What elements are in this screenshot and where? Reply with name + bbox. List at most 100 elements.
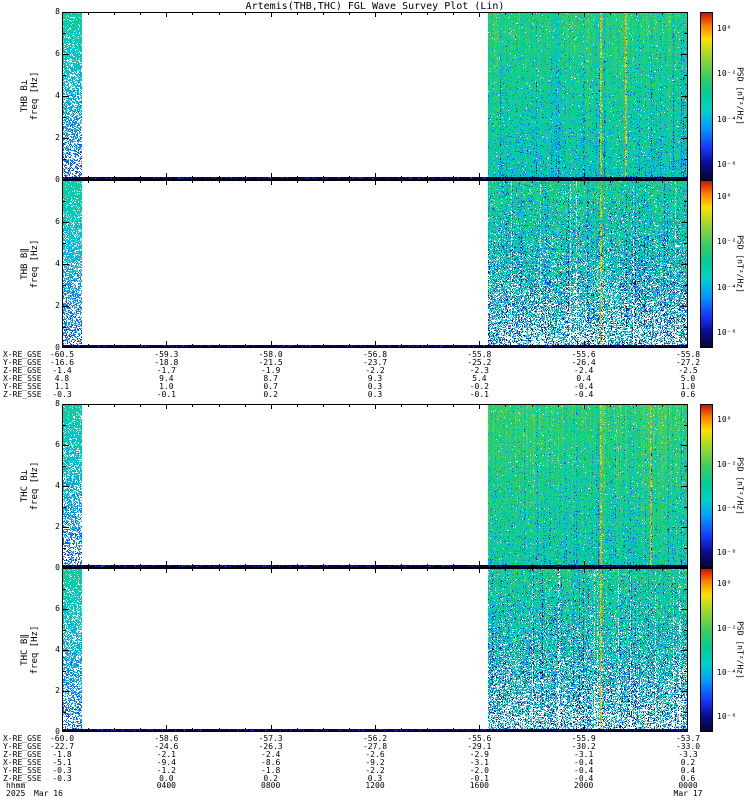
panel4-colorbar-tick-label: 10⁻²: [717, 623, 737, 633]
position-row-label: Z-RE_GSE: [3, 750, 42, 759]
panel2-ylabel-line1: THB B∥: [20, 248, 30, 280]
position-row-label: Y-RE_GSE: [3, 358, 42, 367]
panel1-ytick-label: 0: [55, 175, 60, 184]
position-value: -2.0: [469, 766, 489, 775]
panel1-colorbar-tick-label: 10⁻²: [717, 69, 737, 79]
position-value: -0.3: [52, 774, 72, 783]
time-tick-label: 1600: [469, 781, 489, 790]
position-value: -57.3: [258, 734, 283, 743]
position-value: 0.4: [680, 766, 696, 775]
position-value: -0.4: [574, 382, 594, 391]
panel1-ytick-label: 6: [55, 49, 60, 58]
panel1-spectrogram-canvas: [62, 12, 688, 180]
time-tick-label: 2000: [574, 781, 594, 790]
position-value: -3.1: [574, 750, 594, 759]
panel3-ytick-label: 8: [55, 399, 60, 408]
position-value: -8.6: [261, 758, 281, 767]
panel3-ytick-label: 6: [55, 440, 60, 449]
position-value: -0.4: [574, 774, 594, 783]
start-date-label: Mar 16: [34, 789, 63, 798]
position-row-label: Y-RE_GSE: [3, 742, 42, 751]
position-value: 1.0: [159, 382, 174, 391]
position-value: -29.1: [467, 742, 492, 751]
panel3-colorbar-tick-label: 10⁰: [717, 415, 732, 425]
panel3-ytick-label: 4: [55, 481, 60, 490]
position-value: 8.7: [263, 374, 278, 383]
panel4-colorbar-title: PSD [nT²/Hz]: [735, 621, 745, 679]
position-value: -27.2: [675, 358, 701, 367]
panel4-colorbar-tick-label: 10⁰: [717, 579, 732, 589]
position-value: -0.1: [469, 390, 489, 399]
time-tick-label: 0400: [156, 781, 176, 790]
position-value: -2.2: [365, 366, 385, 375]
panel2-colorbar-tick-label: 10⁻⁶: [717, 327, 737, 337]
position-value: -3.3: [678, 750, 698, 759]
panel4-spectrogram-canvas: [62, 568, 688, 732]
time-tick-label: 0800: [261, 781, 281, 790]
panel1-colorbar-canvas: [700, 12, 713, 180]
panel2-ytick-label: 2: [55, 301, 60, 310]
panel1-ylabel-line1: THB B⊥: [20, 79, 30, 113]
panel3-colorbar-tick-label: 10⁻⁶: [717, 548, 737, 558]
position-value: 0.4: [576, 374, 591, 383]
panel3-colorbar-title: PSD [nT²/Hz]: [735, 457, 745, 515]
position-value: -55.6: [467, 734, 492, 743]
panel2-ytick-label: 4: [55, 259, 60, 268]
position-value: -21.5: [258, 358, 283, 367]
position-value: -1.7: [156, 366, 176, 375]
position-value: -1.2: [156, 766, 176, 775]
position-value: 0.6: [680, 774, 696, 783]
position-row-label: X-RE_SSE: [3, 374, 42, 383]
panel1-colorbar-tick-label: 10⁻⁶: [717, 159, 737, 169]
time-tick-label: 1200: [365, 781, 385, 790]
panel1-colorbar-title: PSD [nT²/Hz]: [735, 67, 745, 125]
panel2-colorbar-canvas: [700, 180, 713, 348]
panel4-ytick-label: 0: [55, 727, 60, 736]
position-value: -0.2: [469, 382, 489, 391]
position-value: -1.4: [52, 366, 72, 375]
position-value: -26.4: [571, 358, 596, 367]
position-value: -33.0: [675, 742, 701, 751]
position-value: -56.8: [362, 350, 388, 359]
panel1-colorbar-tick-label: 10⁻⁴: [717, 114, 737, 124]
panel2-ytick-label: 0: [55, 343, 60, 352]
panel3-ylabel-line1: THC B⊥: [20, 469, 30, 503]
position-value: -22.7: [49, 742, 75, 751]
position-value: -2.5: [678, 366, 698, 375]
position-value: -60.5: [49, 350, 75, 359]
position-value: -58.0: [258, 350, 283, 359]
position-value: -1.9: [261, 366, 281, 375]
position-value: 0.7: [263, 382, 278, 391]
position-value: 0.3: [367, 382, 383, 391]
panel3-colorbar-tick-label: 10⁻²: [717, 459, 737, 469]
panel4-colorbar-canvas: [700, 568, 713, 732]
position-row-label: X-RE_GSE: [3, 350, 42, 359]
position-value: -1.8: [52, 750, 72, 759]
panel2-spectrogram-canvas: [62, 180, 688, 348]
position-value: 0.3: [367, 390, 383, 399]
panel4-ylabel: THC B∥ freq [Hz]: [20, 626, 40, 675]
position-value: -59.3: [154, 350, 179, 359]
panel1-colorbar-tick-label: 10⁰: [717, 23, 732, 33]
position-value: -2.1: [156, 750, 176, 759]
position-value: -0.4: [574, 766, 594, 775]
position-value: -18.8: [154, 358, 179, 367]
position-value: -1.8: [261, 766, 281, 775]
position-row-label: Z-RE_SSE: [3, 390, 42, 399]
position-value: -0.4: [574, 758, 594, 767]
position-value: 1.0: [680, 382, 696, 391]
panel3-ytick-label: 0: [55, 563, 60, 572]
panel4-ytick-label: 2: [55, 686, 60, 695]
panel1-ytick-label: 2: [55, 133, 60, 142]
position-value: -2.4: [261, 750, 281, 759]
time-axis-format-label: hhmm: [6, 781, 26, 790]
position-value: -3.1: [469, 758, 489, 767]
position-value: -2.3: [469, 366, 489, 375]
position-value: -9.2: [365, 758, 385, 767]
position-value: 9.4: [159, 374, 174, 383]
panel1-ylabel: THB B⊥ freq [Hz]: [20, 72, 40, 121]
position-value: -55.9: [571, 734, 596, 743]
position-row-label: Z-RE_GSE: [3, 366, 42, 375]
panel3-ytick-label: 2: [55, 522, 60, 531]
position-value: -56.2: [362, 734, 388, 743]
